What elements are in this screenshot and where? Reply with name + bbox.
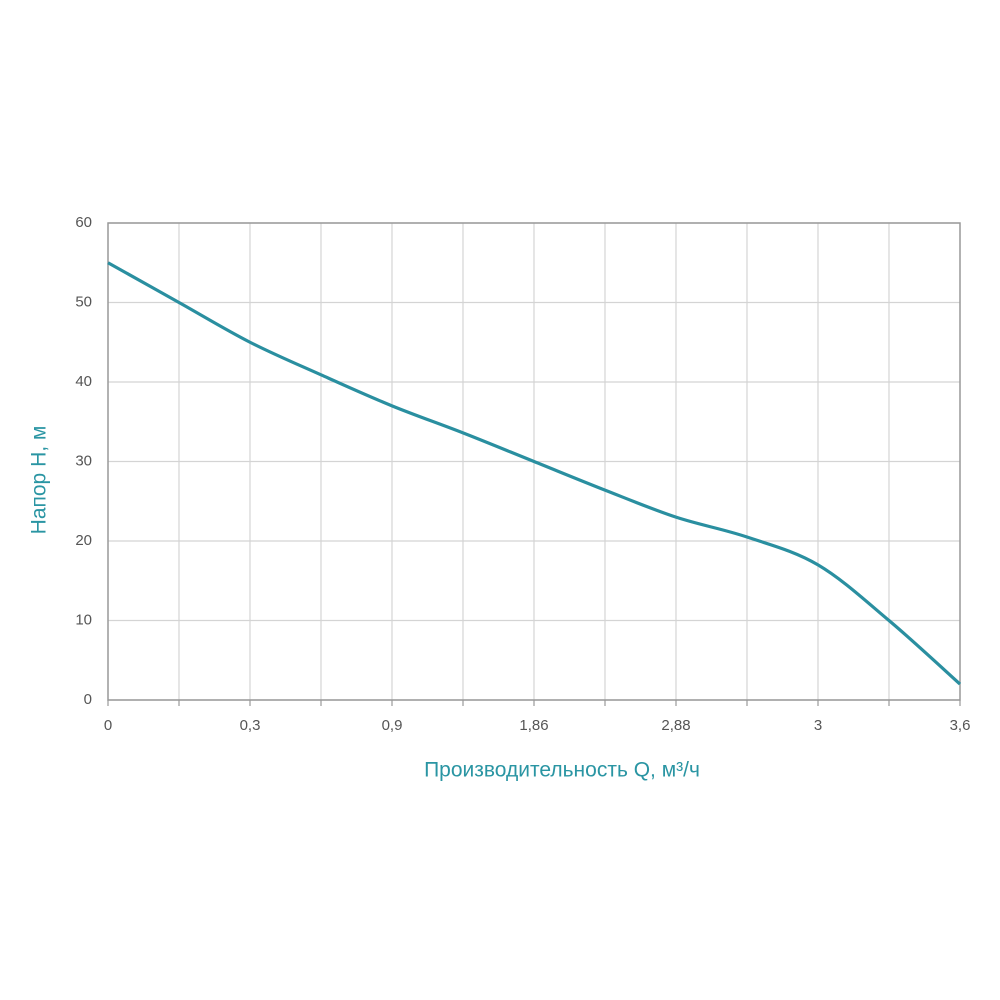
y-tick-label: 40 [75,373,92,390]
x-tick-label: 0 [104,717,112,734]
y-tick-label: 0 [84,691,92,708]
y-tick-label: 10 [75,611,92,628]
y-tick-label: 50 [75,293,92,310]
plot-frame [107,222,961,701]
x-tick-label: 3 [814,717,822,734]
x-tick-label: 1,86 [519,717,548,734]
y-axis-title: Напор H, м [28,426,51,535]
x-tick-label: 3,6 [950,717,971,734]
x-tick-label: 0,9 [382,717,403,734]
y-tick-label: 30 [75,452,92,469]
x-tick-label: 2,88 [661,717,690,734]
y-tick-label: 20 [75,532,92,549]
x-tick-label: 0,3 [240,717,261,734]
y-tick-label: 60 [75,214,92,231]
x-axis-title: Производительность Q, м³/ч [424,759,700,782]
data-line [107,261,962,686]
